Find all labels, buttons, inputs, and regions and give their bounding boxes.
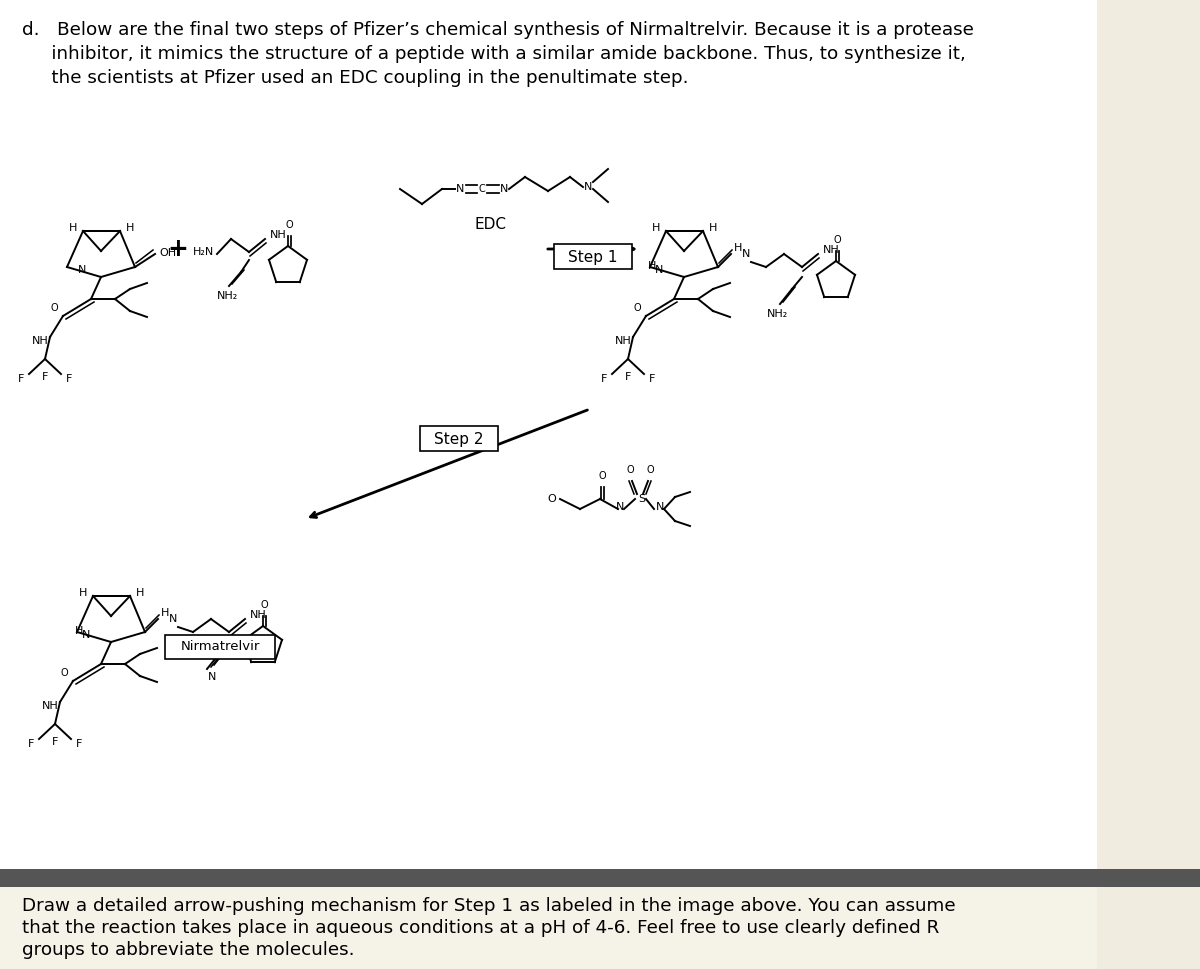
Bar <box>1097 869 1200 887</box>
Text: O: O <box>833 235 841 245</box>
Text: d.   Below are the final two steps of Pfizer’s chemical synthesis of Nirmaltrelv: d. Below are the final two steps of Pfiz… <box>22 21 974 39</box>
Text: F: F <box>42 372 48 382</box>
Text: +: + <box>168 237 188 261</box>
Text: O: O <box>286 220 293 230</box>
Text: H: H <box>648 261 656 271</box>
Text: inhibitor, it mimics the structure of a peptide with a similar amide backbone. T: inhibitor, it mimics the structure of a … <box>22 45 966 63</box>
Text: H: H <box>709 223 718 233</box>
Text: EDC: EDC <box>474 216 506 232</box>
Text: Draw a detailed arrow-pushing mechanism for Step 1 as labeled in the image above: Draw a detailed arrow-pushing mechanism … <box>22 897 955 915</box>
Text: F: F <box>18 374 24 384</box>
Text: O: O <box>634 303 641 313</box>
Text: O: O <box>626 465 634 475</box>
Bar <box>0 887 1097 969</box>
Text: F: F <box>601 374 607 384</box>
Text: O: O <box>598 471 606 481</box>
Text: F: F <box>66 374 72 384</box>
Text: OH: OH <box>158 248 176 258</box>
Text: F: F <box>52 737 58 747</box>
Bar <box>420 426 498 451</box>
Text: O: O <box>260 600 268 610</box>
Text: H₂N: H₂N <box>193 247 215 257</box>
Text: that the reaction takes place in aqueous conditions at a pH of 4-6. Feel free to: that the reaction takes place in aqueous… <box>22 919 940 937</box>
Text: NH: NH <box>31 336 48 346</box>
Text: H: H <box>79 588 88 598</box>
Bar <box>554 244 632 269</box>
Text: F: F <box>625 372 631 382</box>
Text: H: H <box>126 223 134 233</box>
Text: NH: NH <box>823 245 840 255</box>
Bar <box>166 635 275 659</box>
Text: H: H <box>136 588 144 598</box>
Bar <box>0 869 1097 887</box>
Text: Nirmatrelvir: Nirmatrelvir <box>180 641 259 653</box>
Text: N: N <box>169 614 178 624</box>
Text: Step 2: Step 2 <box>434 431 484 447</box>
Text: N: N <box>656 502 664 512</box>
Text: N: N <box>742 249 750 259</box>
Text: N: N <box>616 502 624 512</box>
Text: O: O <box>646 465 654 475</box>
Text: NH: NH <box>270 230 287 240</box>
Text: H: H <box>161 608 169 618</box>
Text: NH: NH <box>250 610 266 620</box>
Text: NH: NH <box>614 336 631 346</box>
Text: N: N <box>456 184 464 194</box>
Text: H: H <box>652 223 660 233</box>
Text: N: N <box>500 184 508 194</box>
Text: H: H <box>734 243 742 253</box>
Text: Step 1: Step 1 <box>569 249 618 265</box>
Text: NH: NH <box>42 701 59 711</box>
Text: N: N <box>208 672 216 682</box>
Text: N: N <box>82 630 90 640</box>
Text: F: F <box>28 739 34 749</box>
Text: H: H <box>74 626 83 636</box>
Text: groups to abbreviate the molecules.: groups to abbreviate the molecules. <box>22 941 354 959</box>
Text: F: F <box>649 374 655 384</box>
Text: N: N <box>655 265 664 275</box>
Text: S: S <box>638 494 646 504</box>
Text: NH₂: NH₂ <box>767 309 788 319</box>
Text: N: N <box>584 182 592 192</box>
Bar <box>1097 0 1200 969</box>
Text: O: O <box>50 303 58 313</box>
Text: N: N <box>78 265 86 275</box>
Text: F: F <box>76 739 82 749</box>
Text: the scientists at Pfizer used an EDC coupling in the penultimate step.: the scientists at Pfizer used an EDC cou… <box>22 69 689 87</box>
Text: O: O <box>60 668 68 678</box>
Text: NH₂: NH₂ <box>216 291 238 301</box>
Text: O: O <box>547 494 557 504</box>
Text: C: C <box>479 184 485 194</box>
Text: H: H <box>68 223 77 233</box>
